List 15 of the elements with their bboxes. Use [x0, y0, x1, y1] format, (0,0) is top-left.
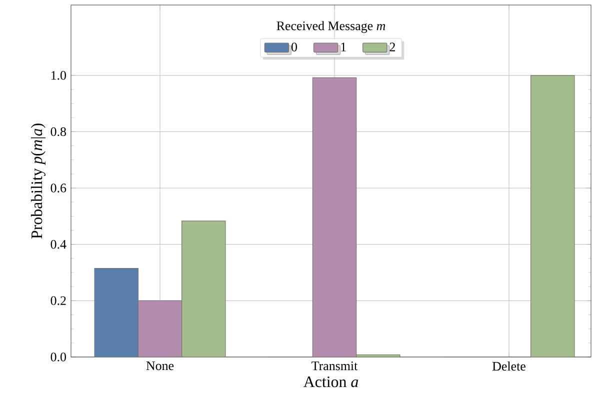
x-tick-label: Delete: [492, 362, 526, 371]
y-tick-label: 0.0: [50, 352, 66, 362]
legend-label: 2: [390, 42, 395, 52]
x-tick-label: None: [146, 362, 174, 370]
y-tick-label: 0.6: [50, 184, 66, 192]
y-axis-title: Probability p(m|a): [30, 124, 46, 239]
y-tick-label: 0.2: [50, 296, 66, 306]
y-tick-label: 0.8: [50, 127, 66, 136]
legend-label: 1: [341, 42, 346, 52]
x-axis-title: Action a: [303, 376, 358, 388]
legend-label: 0: [292, 42, 297, 52]
y-tick-label: 1.0: [51, 71, 66, 80]
legend-title: Received Message m: [276, 21, 386, 33]
x-tick-label: Transmit: [312, 362, 358, 370]
y-tick-label: 0.4: [50, 240, 66, 249]
